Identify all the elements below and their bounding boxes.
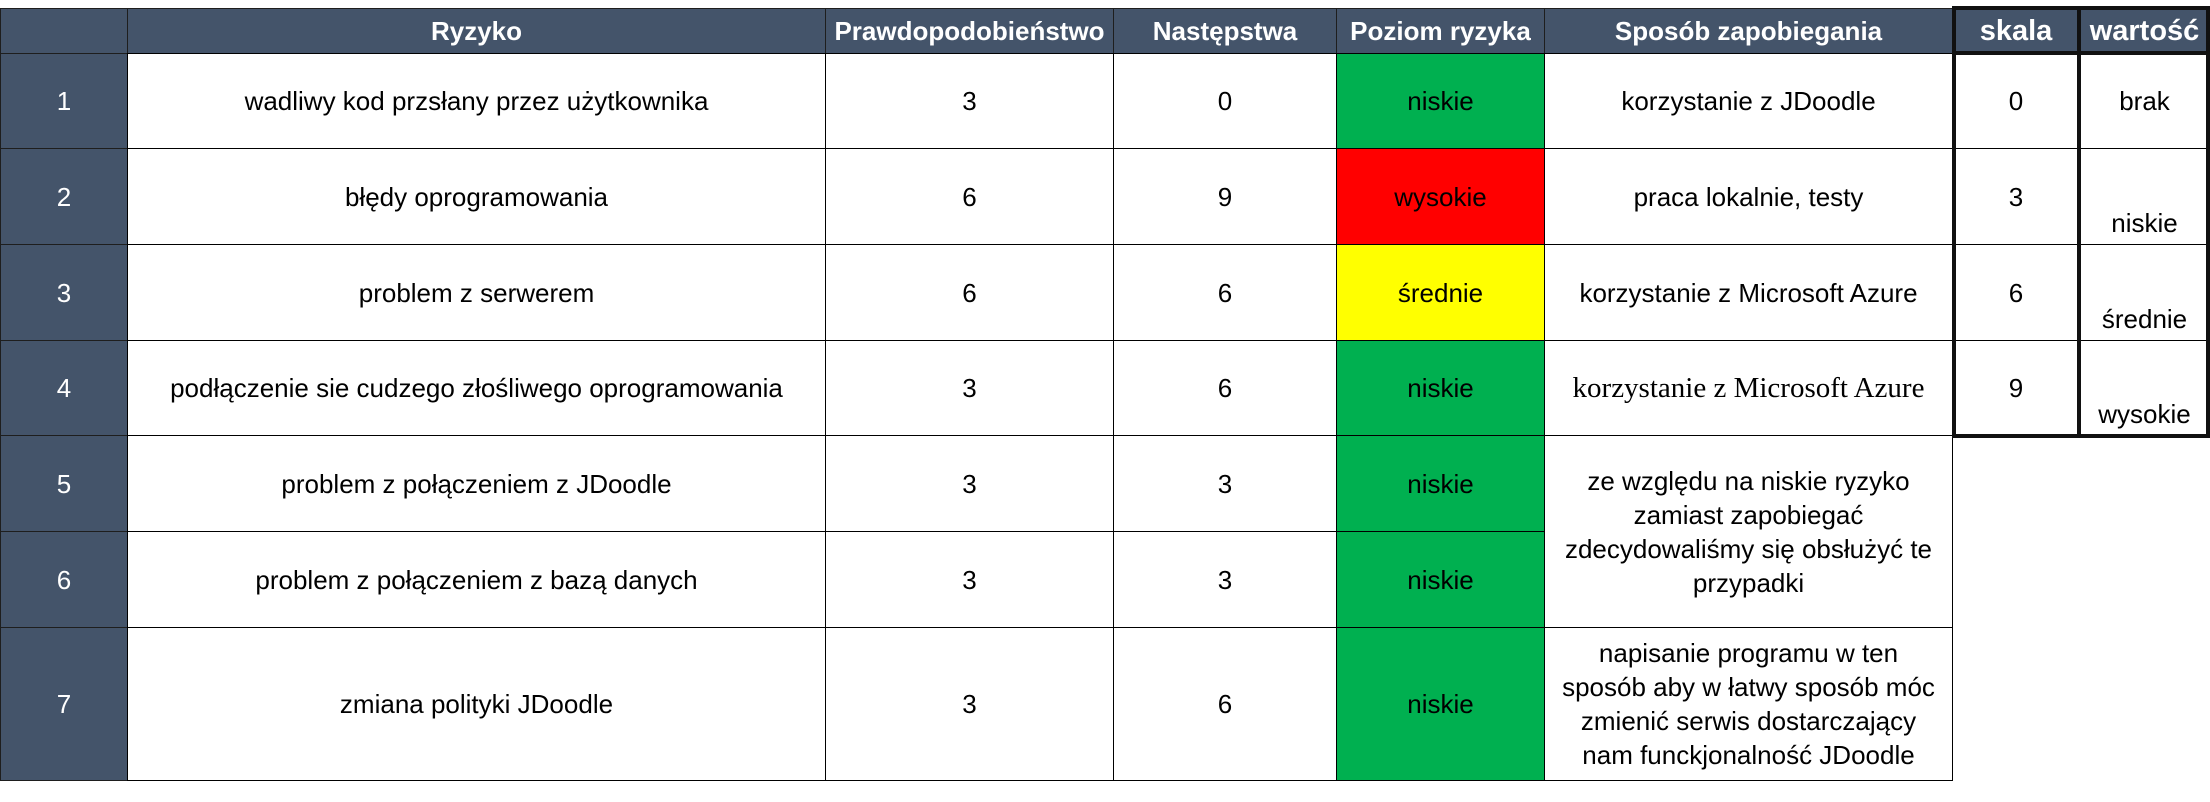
header-risk: Ryzyko — [127, 8, 826, 54]
probability-value: 6 — [825, 148, 1114, 245]
legend-value: wysokie — [2079, 340, 2210, 436]
risk-level-badge: średnie — [1336, 244, 1545, 341]
legend-header-value: wartość — [2079, 8, 2210, 54]
header-prevention: Sposób zapobiegania — [1544, 8, 1953, 54]
prevention-method: korzystanie z Microsoft Azure — [1544, 340, 1953, 436]
prevention-method: korzystanie z JDoodle — [1544, 53, 1953, 149]
consequences-value: 6 — [1113, 244, 1337, 341]
row-number: 7 — [0, 627, 128, 781]
probability-value: 6 — [825, 244, 1114, 341]
legend-value: średnie — [2079, 244, 2210, 341]
probability-value: 3 — [825, 531, 1114, 628]
corner-header — [0, 8, 128, 54]
header-probability: Prawdopodobieństwo — [825, 8, 1114, 54]
row-number: 1 — [0, 53, 128, 149]
consequences-value: 6 — [1113, 627, 1337, 781]
probability-value: 3 — [825, 627, 1114, 781]
risk-level-badge: wysokie — [1336, 148, 1545, 245]
prevention-method: korzystanie z Microsoft Azure — [1544, 244, 1953, 341]
probability-value: 3 — [825, 53, 1114, 149]
row-number: 4 — [0, 340, 128, 436]
risk-level-badge: niskie — [1336, 627, 1545, 781]
risk-level-badge: niskie — [1336, 435, 1545, 532]
legend-value: brak — [2079, 53, 2210, 149]
legend-scale: 9 — [1952, 340, 2080, 436]
risk-name: błędy oprogramowania — [127, 148, 826, 245]
consequences-value: 0 — [1113, 53, 1337, 149]
legend-scale: 6 — [1952, 244, 2080, 341]
consequences-value: 9 — [1113, 148, 1337, 245]
row-number: 3 — [0, 244, 128, 341]
header-consequences: Następstwa — [1113, 8, 1337, 54]
legend-header-scale: skala — [1952, 8, 2080, 54]
risk-name: problem z połączeniem z JDoodle — [127, 435, 826, 532]
consequences-value: 3 — [1113, 531, 1337, 628]
probability-value: 3 — [825, 435, 1114, 532]
header-risk-level: Poziom ryzyka — [1336, 8, 1545, 54]
risk-level-badge: niskie — [1336, 340, 1545, 436]
risk-name: problem z serwerem — [127, 244, 826, 341]
row-number: 6 — [0, 531, 128, 628]
row-number: 2 — [0, 148, 128, 245]
legend-scale: 0 — [1952, 53, 2080, 149]
prevention-method: napisanie programu w ten sposób aby w ła… — [1544, 627, 1953, 781]
legend-scale: 3 — [1952, 148, 2080, 245]
row-number: 5 — [0, 435, 128, 532]
legend-value: niskie — [2079, 148, 2210, 245]
risk-name: zmiana polityki JDoodle — [127, 627, 826, 781]
risk-name: podłączenie sie cudzego złośliwego oprog… — [127, 340, 826, 436]
consequences-value: 6 — [1113, 340, 1337, 436]
risk-name: wadliwy kod przsłany przez użytkownika — [127, 53, 826, 149]
risk-name: problem z połączeniem z bazą danych — [127, 531, 826, 628]
risk-level-badge: niskie — [1336, 53, 1545, 149]
prevention-method-merged: ze względu na niskie ryzyko zamiast zapo… — [1544, 435, 1953, 628]
risk-level-badge: niskie — [1336, 531, 1545, 628]
probability-value: 3 — [825, 340, 1114, 436]
prevention-method: praca lokalnie, testy — [1544, 148, 1953, 245]
consequences-value: 3 — [1113, 435, 1337, 532]
